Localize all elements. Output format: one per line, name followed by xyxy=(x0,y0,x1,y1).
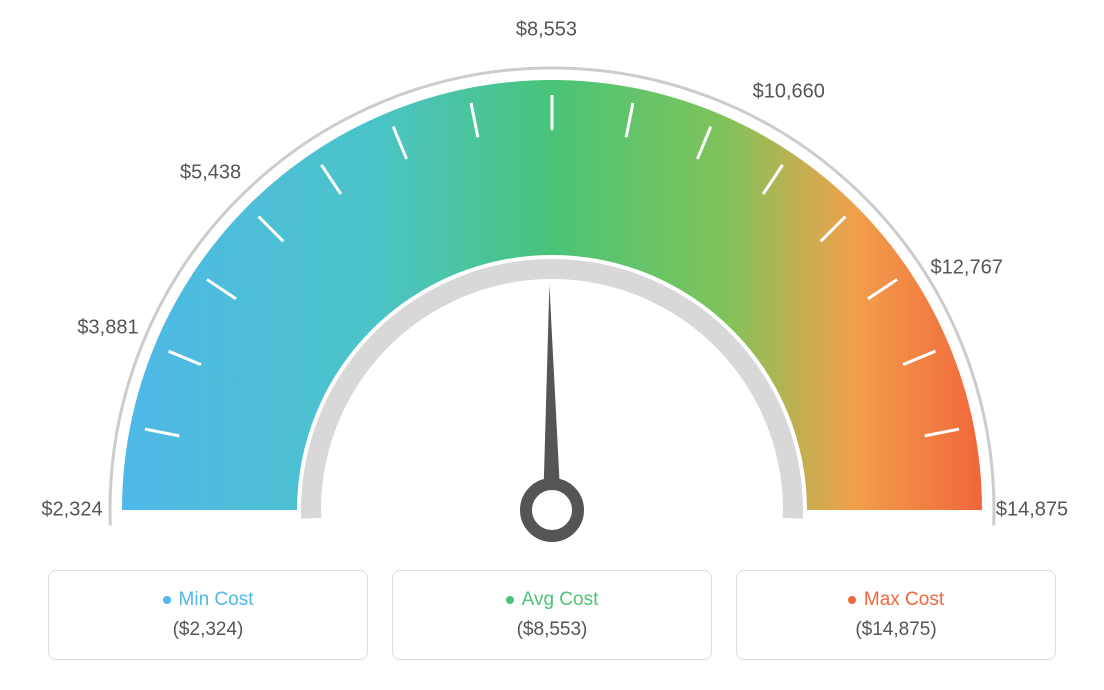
tick-label: $2,324 xyxy=(41,499,102,522)
tick-label: $14,875 xyxy=(996,499,1068,522)
legend-card-max: Max Cost ($14,875) xyxy=(736,570,1056,660)
legend-title-min: Min Cost xyxy=(163,589,254,611)
legend-dot-max xyxy=(848,596,856,604)
legend-card-min: Min Cost ($2,324) xyxy=(48,570,368,660)
tick-label: $5,438 xyxy=(180,161,241,184)
legend-label-avg: Avg Cost xyxy=(522,589,599,611)
gauge-svg xyxy=(0,0,1104,560)
legend-dot-avg xyxy=(506,596,514,604)
legend-label-min: Min Cost xyxy=(179,589,254,611)
legend-value-avg: ($8,553) xyxy=(517,619,588,641)
tick-label: $10,660 xyxy=(753,81,825,104)
legend-title-max: Max Cost xyxy=(848,589,944,611)
legend-label-max: Max Cost xyxy=(864,589,944,611)
tick-label: $12,767 xyxy=(931,257,1003,280)
gauge-container: $2,324 $3,881 $5,438 $8,553 $10,660 $12,767 $1… xyxy=(0,0,1104,560)
legend-title-avg: Avg Cost xyxy=(506,589,599,611)
tick-label: $8,553 xyxy=(516,19,577,42)
legend-value-max: ($14,875) xyxy=(855,619,936,641)
tick-label: $3,881 xyxy=(77,316,138,339)
legend-dot-min xyxy=(163,596,171,604)
legend-row: Min Cost ($2,324) Avg Cost ($8,553) Max … xyxy=(0,570,1104,660)
legend-value-min: ($2,324) xyxy=(173,619,244,641)
legend-card-avg: Avg Cost ($8,553) xyxy=(392,570,712,660)
